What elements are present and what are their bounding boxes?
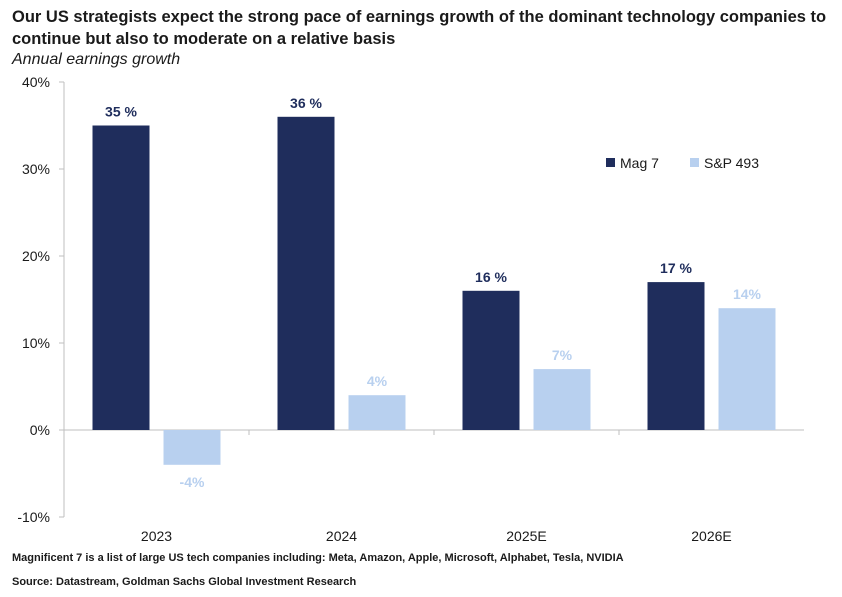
- legend-swatch-mag7: [606, 158, 615, 167]
- bar-sp493: [718, 308, 776, 430]
- bar-sp493: [163, 430, 221, 465]
- y-tick-label: 40%: [22, 74, 50, 90]
- data-label-mag7: 17 %: [660, 260, 692, 276]
- legend-label-mag7: Mag 7: [620, 155, 659, 171]
- source-note: Source: Datastream, Goldman Sachs Global…: [12, 576, 357, 588]
- y-tick-label: 30%: [22, 161, 50, 177]
- bar-mag7: [462, 290, 520, 430]
- data-label-sp493: 14%: [733, 286, 762, 302]
- y-tick-label: -10%: [17, 509, 50, 525]
- footnote: Magnificent 7 is a list of large US tech…: [12, 552, 624, 564]
- chart-subtitle: Annual earnings growth: [12, 51, 181, 68]
- data-label-mag7: 16 %: [475, 269, 507, 285]
- y-tick-label: 20%: [22, 248, 50, 264]
- x-category-label: 2023: [141, 528, 172, 544]
- bar-mag7: [647, 282, 705, 430]
- legend-label-sp493: S&P 493: [704, 155, 759, 171]
- bar-sp493: [533, 369, 591, 430]
- bar-mag7: [92, 125, 150, 430]
- y-tick-label: 0%: [30, 422, 50, 438]
- y-tick-label: 10%: [22, 335, 50, 351]
- data-label-sp493: 4%: [367, 373, 388, 389]
- legend-swatch-sp493: [690, 158, 699, 167]
- x-category-label: 2024: [326, 528, 357, 544]
- x-category-label: 2026E: [691, 528, 731, 544]
- x-category-label: 2025E: [506, 528, 546, 544]
- chart-title: Our US strategists expect the strong pac…: [12, 8, 827, 48]
- data-label-sp493: 7%: [552, 347, 573, 363]
- bar-sp493: [348, 395, 406, 430]
- data-label-sp493: -4%: [180, 474, 205, 490]
- data-label-mag7: 36 %: [290, 95, 322, 111]
- bar-mag7: [277, 116, 335, 431]
- data-label-mag7: 35 %: [105, 104, 137, 120]
